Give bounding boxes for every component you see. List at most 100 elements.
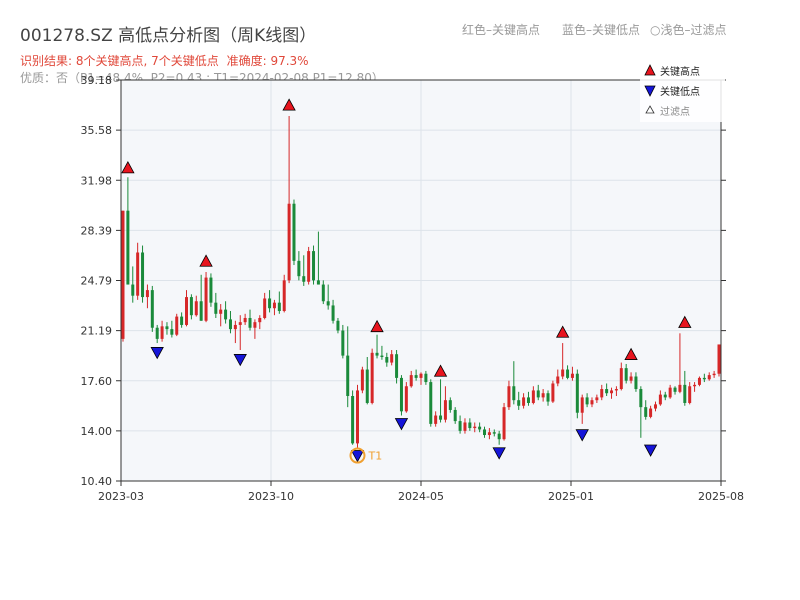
candle-body — [268, 298, 272, 309]
legend-filtered-marker-icon — [645, 105, 655, 114]
candle-body — [712, 373, 716, 376]
candle-body — [404, 386, 408, 412]
candle-body — [121, 210, 125, 339]
candle-body — [619, 368, 623, 390]
candle-body — [141, 252, 145, 298]
key-high-marker — [282, 98, 296, 111]
candle-body — [287, 203, 291, 281]
candle-body — [302, 276, 306, 282]
candle-body — [375, 352, 379, 356]
y-tick-label: 28.39 — [81, 224, 113, 237]
candle-body — [644, 407, 648, 417]
candle-body — [658, 394, 662, 405]
x-tick-label: 2024-05 — [398, 490, 444, 503]
candle-body — [483, 429, 487, 436]
key-low-marker — [643, 444, 658, 457]
candle-body — [590, 400, 594, 405]
candle-body — [522, 397, 526, 406]
candle-body — [585, 397, 589, 405]
candle-body — [248, 317, 252, 328]
result-line: 识别结果: 8个关键高点, 7个关键低点 准确度: 97.3% — [20, 52, 313, 69]
t1-label: T1 — [367, 450, 382, 463]
candle-body — [478, 426, 482, 430]
legend-filtered-label: ○浅色–过滤点 — [650, 23, 727, 37]
legend-low-label: 蓝色–关键低点 — [562, 23, 641, 37]
candle-body — [502, 407, 506, 440]
candle-body — [468, 422, 472, 429]
candle-body — [507, 386, 511, 408]
candle-body — [351, 396, 355, 444]
candle-body — [238, 322, 242, 325]
candle-body — [497, 433, 501, 440]
legend-high-label: 红色–关键高点 — [462, 23, 541, 37]
candle-body — [136, 252, 140, 296]
candle-body — [355, 390, 359, 444]
candle-body — [531, 390, 535, 403]
candle-body — [512, 386, 516, 401]
candle-body — [561, 369, 565, 377]
candle-body — [233, 324, 237, 330]
key-high-marker — [678, 315, 692, 328]
candle-body — [175, 316, 179, 335]
candle-body — [683, 384, 687, 403]
x-tick-label: 2025-01 — [548, 490, 594, 503]
candle-body — [487, 432, 491, 436]
candle-body — [424, 373, 428, 383]
candle-body — [189, 297, 193, 316]
candle-body — [346, 355, 350, 397]
candle-body — [707, 375, 711, 380]
key-low-marker — [233, 354, 247, 367]
candle-body — [443, 400, 447, 420]
candle-body — [610, 390, 614, 394]
candle-body — [307, 251, 311, 282]
candle-body — [551, 383, 555, 402]
candle-body — [155, 327, 159, 339]
candle-body — [434, 415, 438, 424]
key-low-marker — [150, 347, 164, 360]
candle-body — [282, 280, 286, 312]
candle-body — [224, 309, 228, 320]
candle-body — [145, 290, 149, 298]
y-tick-label: 24.79 — [81, 275, 113, 288]
y-tick-label: 35.58 — [81, 124, 113, 137]
key-high-marker — [555, 325, 570, 338]
legend-entry-filtered: 过滤点 — [660, 105, 690, 118]
candle-body — [526, 397, 530, 403]
candle-body — [536, 390, 540, 398]
candle-layer — [121, 115, 721, 448]
key-high-marker — [199, 254, 213, 267]
y-tick-label: 17.60 — [81, 375, 113, 388]
key-high-marker — [433, 364, 448, 377]
candle-body — [180, 316, 184, 325]
candle-body — [253, 322, 257, 328]
key-low-marker — [575, 429, 589, 442]
candle-body — [199, 301, 203, 321]
candle-body — [370, 352, 374, 403]
x-tick-label: 2023-10 — [248, 490, 294, 503]
legend-entry-high: 关键高点 — [660, 65, 700, 78]
candle-body — [365, 369, 369, 403]
candle-body — [326, 301, 330, 306]
candle-body — [717, 344, 721, 374]
candle-body — [580, 397, 584, 413]
candle-body — [385, 356, 389, 363]
candle-body — [131, 284, 135, 296]
key-high-marker — [624, 347, 638, 360]
result-text: 识别结果: 8个关键高点, 7个关键低点 — [20, 54, 219, 68]
candle-body — [321, 284, 325, 302]
candle-body — [194, 301, 198, 316]
candle-body — [688, 386, 692, 403]
candle-body — [429, 382, 433, 424]
y-tick-label: 10.40 — [81, 475, 113, 488]
candle-body — [341, 330, 345, 356]
candle-body — [678, 384, 682, 392]
candle-body — [600, 389, 604, 398]
key-low-marker — [394, 418, 409, 431]
candle-body — [165, 326, 169, 330]
key-high-marker — [370, 319, 384, 333]
candle-body — [697, 377, 701, 385]
candle-body — [673, 387, 677, 392]
candle-body — [473, 426, 477, 429]
candle-body — [160, 326, 164, 339]
candle-body — [463, 422, 467, 431]
